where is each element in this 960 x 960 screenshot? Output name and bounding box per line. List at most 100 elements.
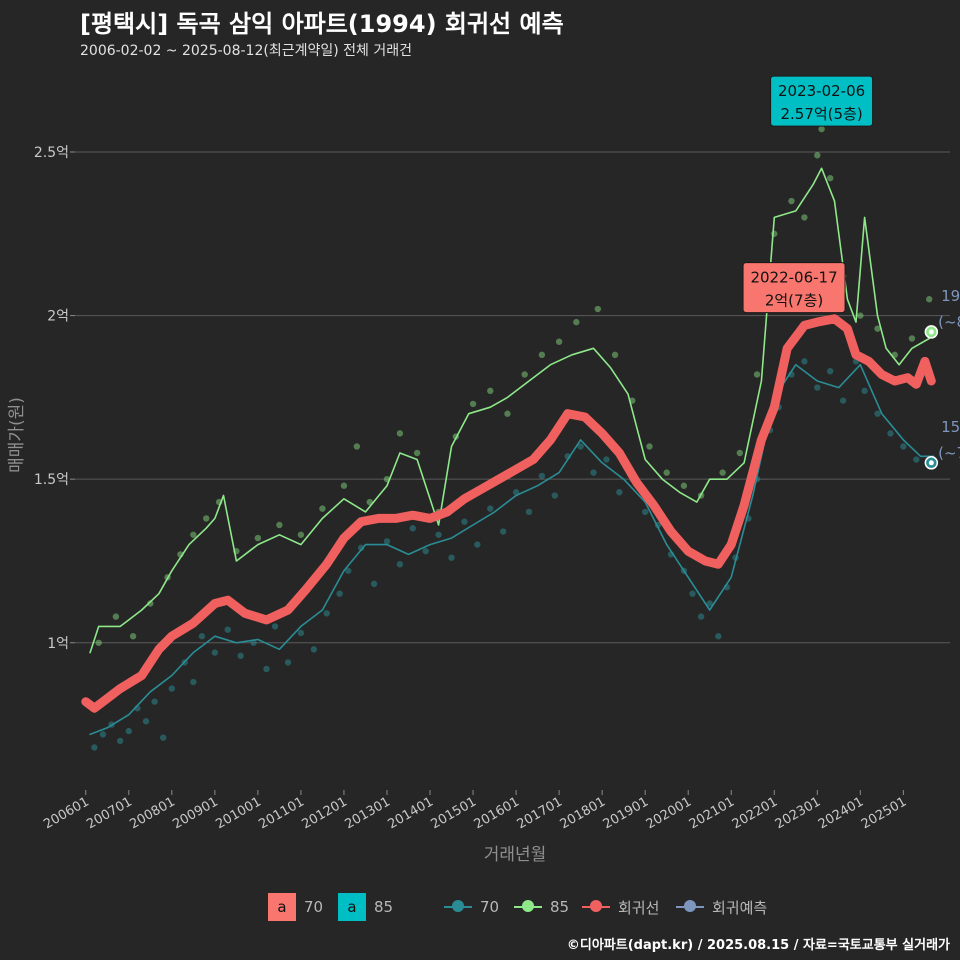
scatter-point-70 [603, 456, 610, 463]
forecast-price-label: 19,500 [941, 287, 960, 305]
scatter-point-70 [99, 731, 107, 738]
scatter-point-70 [900, 443, 907, 450]
scatter-point-85 [857, 312, 864, 319]
scatter-point-85 [521, 371, 528, 378]
legend-item-regression: 회귀선 [582, 893, 659, 921]
annotation-box [742, 262, 846, 314]
scatter-point-70 [422, 547, 429, 555]
scatter-point-70 [487, 505, 494, 512]
x-axis-title: 거래년월 [484, 845, 547, 865]
annotation-box [770, 75, 874, 127]
legend-key-line-85 [514, 893, 542, 921]
scatter-point-70 [151, 698, 158, 705]
scatter-point-70 [577, 443, 584, 450]
scatter-point-85 [469, 400, 477, 408]
legend-item-box-70: a 70 [268, 893, 323, 921]
scatter-point-70 [383, 538, 391, 545]
scatter-point-70 [211, 649, 219, 656]
series-line-70 [89, 363, 935, 736]
scatter-point-70 [168, 685, 176, 692]
legend-key-forecast [676, 893, 704, 921]
y-tick-label: 1.5억 [34, 472, 69, 488]
y-tick-label: 2억 [47, 309, 69, 325]
scatter-point-70 [91, 744, 98, 751]
scatter-point-70 [297, 629, 305, 637]
x-tick-label: 200601 [41, 794, 91, 832]
scatter-point-70 [448, 554, 455, 561]
scatter-point-70 [116, 737, 124, 745]
annotation-date: 2022-06-17 [750, 269, 837, 287]
scatter-point-70 [224, 626, 231, 633]
scatter-point-85 [753, 371, 761, 378]
scatter-point-70 [160, 734, 167, 741]
forecast-area-label: (~85㎡) [938, 313, 960, 331]
x-tick-label: 202201 [730, 794, 780, 832]
x-tick-label: 201801 [558, 794, 608, 832]
scatter-point-85 [925, 296, 933, 303]
scatter-point-70 [409, 525, 416, 532]
scatter-point-70 [715, 633, 722, 640]
scatter-point-85 [788, 197, 795, 205]
scatter-point-85 [663, 469, 670, 476]
x-tick-label: 201901 [601, 794, 651, 832]
regression-line [81, 314, 936, 713]
scatter-point-70 [435, 531, 442, 538]
scatter-point-85 [771, 230, 778, 237]
scatter-point-70 [370, 580, 378, 588]
scatter-point-70 [706, 600, 713, 607]
x-tick-label: 202401 [816, 794, 866, 832]
legend: a 70 a 85 70 85 회귀선 회귀예측 [0, 893, 960, 921]
forecast-point-core [928, 329, 934, 335]
scatter-point-70 [839, 397, 847, 404]
scatter-point-85 [112, 613, 120, 620]
scatter-point-85 [827, 174, 834, 182]
scatter-point-70 [827, 367, 834, 375]
legend-label-regression: 회귀선 [618, 898, 660, 917]
chart-subtitle: 2006-02-02 ~ 2025-08-12(최근계약일) 전체 거래건 [80, 43, 412, 59]
annotation-value: 2억(7층) [765, 292, 823, 310]
scatter-point-85 [538, 351, 546, 359]
scatter-point-85 [594, 305, 602, 313]
scatter-point-85 [814, 152, 821, 159]
scatter-point-85 [646, 443, 653, 450]
credit-text: ©디아파트(dapt.kr) / 2025.08.15 / 자료=국토교통부 실… [566, 938, 950, 953]
legend-label-line-70: 70 [480, 898, 500, 916]
scatter-point-70 [271, 623, 279, 630]
scatter-point-70 [198, 633, 206, 640]
legend-item-box-85: a 85 [338, 893, 393, 921]
scatter-point-85 [203, 515, 210, 522]
scatter-point-70 [814, 384, 821, 391]
scatter-point-70 [616, 489, 623, 496]
x-tick-label: 202001 [644, 794, 694, 832]
scatter-point-85 [190, 531, 197, 538]
scatter-point-85 [319, 505, 326, 512]
scatter-point-70 [512, 489, 520, 496]
legend-key-line-70 [444, 893, 472, 921]
y-axis-title: 매매가(원) [7, 397, 27, 473]
scatter-point-85 [353, 443, 361, 450]
scatter-point-70 [590, 469, 597, 476]
scatter-point-70 [345, 567, 352, 574]
x-tick-label: 201501 [429, 794, 479, 832]
scatter-point-70 [190, 678, 197, 686]
scatter-point-70 [887, 430, 894, 437]
scatter-point-85 [908, 335, 916, 342]
scatter-point-70 [801, 358, 808, 365]
scatter-point-85 [801, 214, 808, 221]
x-tick-label: 201101 [256, 794, 306, 832]
scatter-point-85 [611, 351, 619, 359]
scatter-point-70 [551, 492, 559, 499]
scatter-point-70 [913, 456, 920, 463]
scatter-point-85 [736, 449, 744, 457]
x-tick-label: 201701 [515, 794, 565, 832]
x-tick-label: 201001 [213, 794, 263, 832]
series-line-85 [89, 167, 930, 654]
scatter-point-70 [461, 518, 468, 525]
scatter-point-70 [874, 410, 881, 417]
x-tick-label: 201201 [299, 794, 349, 832]
y-tick-label: 2.5억 [34, 145, 69, 161]
scatter-point-85 [147, 600, 154, 607]
scatter-point-85 [555, 338, 563, 345]
legend-label-forecast: 회귀예측 [712, 898, 768, 917]
scatter-point-70 [474, 541, 481, 548]
